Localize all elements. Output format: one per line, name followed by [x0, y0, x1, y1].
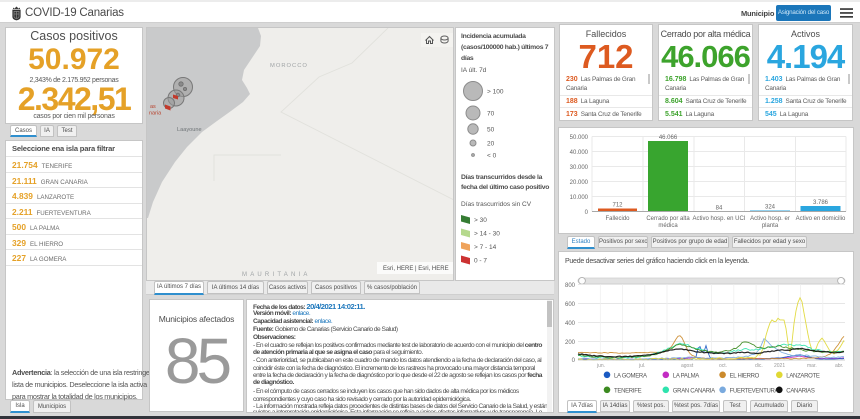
svg-text:46.066: 46.066	[659, 135, 678, 141]
svg-text:agost: agost	[681, 363, 694, 369]
svg-text:600: 600	[565, 302, 576, 308]
svg-text:EL HIERRO: EL HIERRO	[730, 373, 760, 379]
svg-text:2021: 2021	[774, 363, 785, 369]
svg-text:abr.: abr.	[835, 363, 843, 369]
svg-text:40.000: 40.000	[570, 150, 589, 156]
svg-text:Activo en domicilio: Activo en domicilio	[796, 216, 846, 222]
svg-text:50.000: 50.000	[570, 135, 589, 141]
svg-text:0: 0	[585, 210, 589, 216]
svg-text:TENERIFE: TENERIFE	[614, 388, 642, 394]
svg-text:0: 0	[572, 358, 576, 364]
svg-text:CANARIAS: CANARIAS	[786, 388, 815, 394]
svg-text:Esri, HERE | Esri, HERE: Esri, HERE | Esri, HERE	[383, 266, 449, 272]
svg-text:Cerrado por alta: Cerrado por alta	[646, 216, 690, 222]
svg-text:naria: naria	[149, 111, 162, 117]
svg-text:50: 50	[487, 127, 495, 134]
svg-text:30.000: 30.000	[570, 165, 589, 171]
svg-text:20.000: 20.000	[570, 180, 589, 186]
svg-text:712: 712	[612, 203, 623, 209]
svg-text:324: 324	[765, 205, 776, 211]
svg-text:jun.: jun.	[596, 363, 605, 369]
svg-text:GRAN CANARIA: GRAN CANARIA	[673, 388, 715, 394]
svg-text:Activo hosp. er: Activo hosp. er	[750, 216, 790, 222]
svg-text:Puede desactivar series del gr: Puede desactivar series del gráfico haci…	[565, 258, 749, 265]
svg-text:as: as	[150, 104, 156, 110]
svg-text:> 30: > 30	[474, 217, 487, 224]
svg-text:10.000: 10.000	[570, 195, 589, 201]
svg-text:FUERTEVENTURA: FUERTEVENTURA	[730, 388, 779, 394]
svg-text:800: 800	[565, 283, 576, 289]
svg-text:dic.: dic.	[755, 363, 763, 369]
svg-text:jul.: jul.	[638, 363, 645, 369]
svg-text:> 7 - 14: > 7 - 14	[474, 244, 497, 251]
svg-text:< 0: < 0	[487, 153, 497, 160]
svg-text:Fallecido: Fallecido	[605, 216, 630, 222]
svg-text:84: 84	[716, 206, 723, 212]
svg-text:200: 200	[565, 340, 576, 346]
svg-text:Activo hosp. en UCI: Activo hosp. en UCI	[692, 216, 745, 222]
svg-text:médica: médica	[658, 223, 678, 229]
svg-text:400: 400	[565, 321, 576, 327]
svg-text:oct.: oct.	[719, 363, 727, 369]
svg-text:mar.: mar.	[807, 363, 817, 369]
svg-text:MAURITANIA: MAURITANIA	[242, 272, 311, 278]
svg-text:LA PALMA: LA PALMA	[673, 373, 699, 379]
svg-text:> 100: > 100	[487, 89, 504, 96]
svg-text:3.786: 3.786	[813, 200, 829, 206]
svg-text:70: 70	[487, 111, 495, 118]
svg-text:MOROCCO: MOROCCO	[270, 63, 308, 69]
svg-text:LANZAROTE: LANZAROTE	[786, 373, 820, 379]
svg-text:Laayoune: Laayoune	[177, 127, 202, 133]
svg-text:> 14 - 30: > 14 - 30	[474, 230, 500, 237]
svg-text:20: 20	[487, 141, 495, 148]
svg-text:0 - 7: 0 - 7	[474, 257, 487, 264]
svg-text:LA GOMERA: LA GOMERA	[614, 373, 647, 379]
svg-text:planta: planta	[762, 223, 779, 229]
